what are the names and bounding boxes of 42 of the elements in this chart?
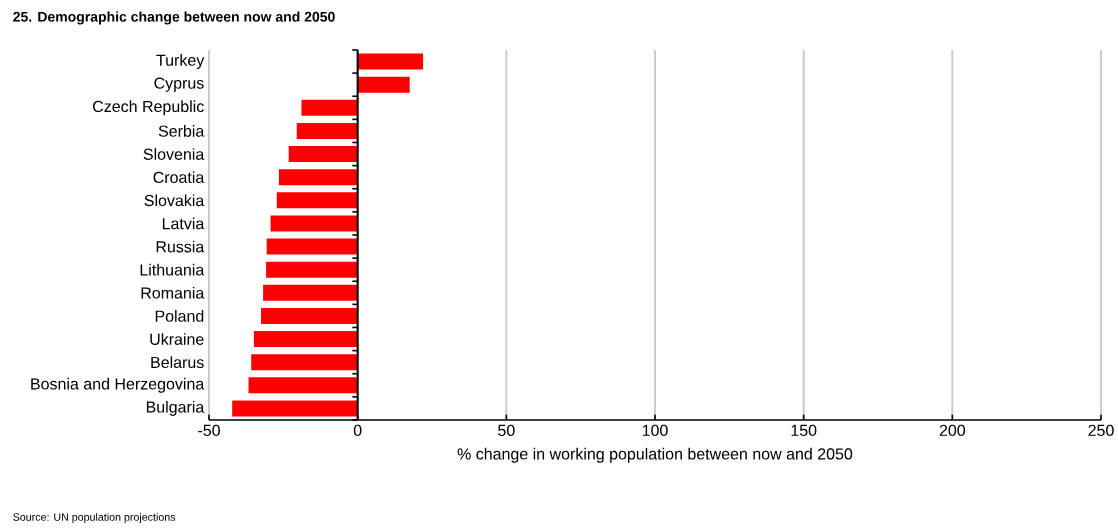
x-tick-label: -50 [198,424,220,437]
bar [296,122,358,139]
bar [248,377,358,394]
bar [357,76,410,93]
bar [301,99,358,116]
x-tick-label: 200 [939,424,966,437]
bar [266,238,358,255]
y-tick-label: Poland [155,310,204,322]
bar [263,284,358,301]
y-tick-label: Russia [156,240,205,253]
source-note: Source: UN population projections [13,513,176,523]
bar [232,400,358,417]
bar [266,261,358,278]
bar [276,192,358,209]
chart-title: 25. Demographic change between now and 2050 [13,11,335,25]
y-tick-label: Ukraine [150,333,204,345]
x-tick-label: 150 [791,424,817,437]
y-tick-label: Latvia [162,217,205,230]
y-tick-label: Croatia [153,171,205,184]
bar [251,354,358,371]
bar [261,307,358,324]
bar [270,215,358,232]
y-tick-label: Slovakia [144,194,205,207]
x-tick-label: 100 [642,424,668,437]
x-tick-label: 250 [1088,424,1114,437]
y-tick-label: Czech Republic [93,100,204,116]
bar [288,146,358,163]
bar [278,169,358,186]
y-tick-label: Belarus [151,356,204,369]
y-tick-label: Lithuania [140,263,205,276]
x-axis-title: % change in working population between now and 2050 [457,447,853,463]
bar [357,53,424,70]
y-tick-label: Serbia [158,125,205,137]
bar [253,331,358,348]
x-tick-label: 50 [498,424,515,437]
y-tick-label: Cyprus [154,77,204,92]
y-tick-label: Slovenia [143,148,205,160]
x-tick-label: 0 [353,424,362,437]
y-tick-label: Bosnia and Herzegovina [31,377,205,393]
y-tick-label: Bulgaria [146,400,205,416]
y-tick-label: Romania [141,286,205,299]
y-tick-label: Turkey [156,54,205,70]
